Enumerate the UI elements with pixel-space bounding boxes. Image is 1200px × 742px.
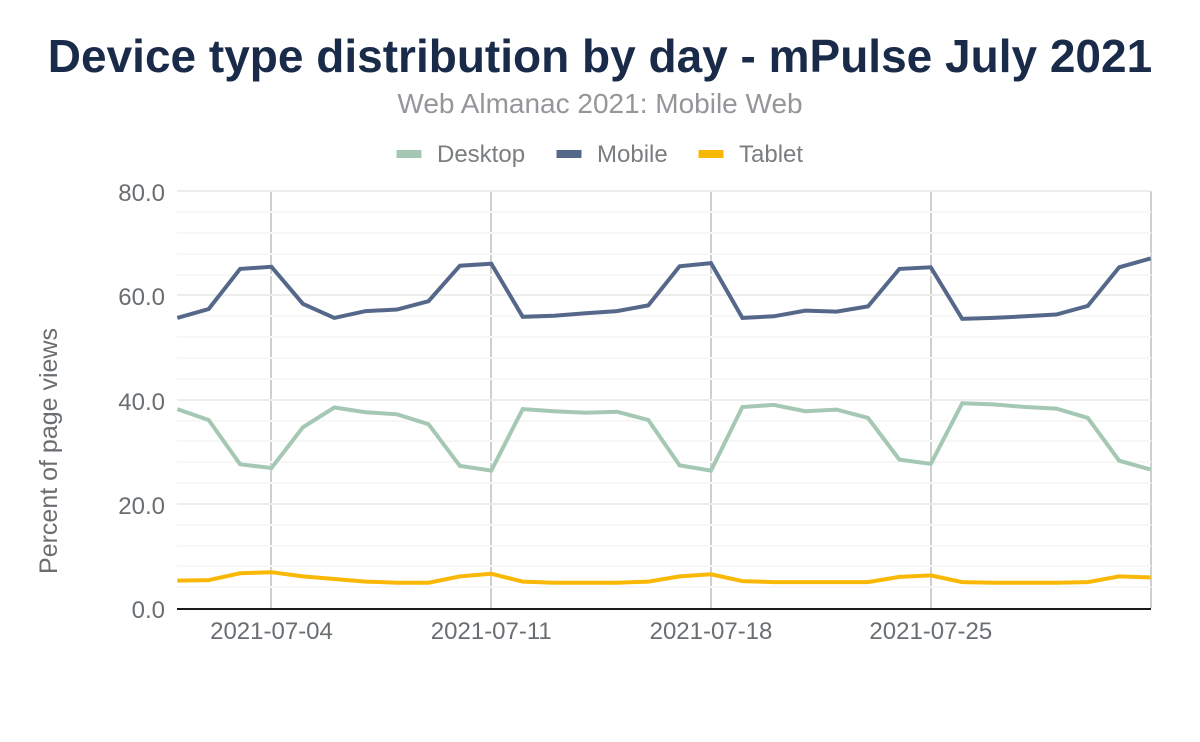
svg-text:Tablet: Tablet [739, 141, 803, 168]
svg-text:20.0: 20.0 [118, 493, 165, 520]
svg-text:Web Almanac 2021: Mobile Web: Web Almanac 2021: Mobile Web [397, 88, 802, 119]
svg-text:80.0: 80.0 [118, 180, 165, 207]
svg-text:40.0: 40.0 [118, 389, 165, 416]
svg-text:Device type distribution by da: Device type distribution by day - mPulse… [48, 30, 1152, 82]
svg-text:2021-07-11: 2021-07-11 [431, 618, 552, 645]
svg-text:0.0: 0.0 [132, 597, 165, 624]
svg-text:2021-07-04: 2021-07-04 [210, 618, 333, 645]
svg-text:60.0: 60.0 [118, 284, 165, 311]
svg-text:Desktop: Desktop [437, 141, 525, 168]
svg-text:Mobile: Mobile [597, 141, 668, 168]
svg-text:Percent of page views: Percent of page views [35, 328, 63, 574]
svg-text:2021-07-25: 2021-07-25 [869, 618, 992, 645]
svg-text:2021-07-18: 2021-07-18 [650, 618, 773, 645]
